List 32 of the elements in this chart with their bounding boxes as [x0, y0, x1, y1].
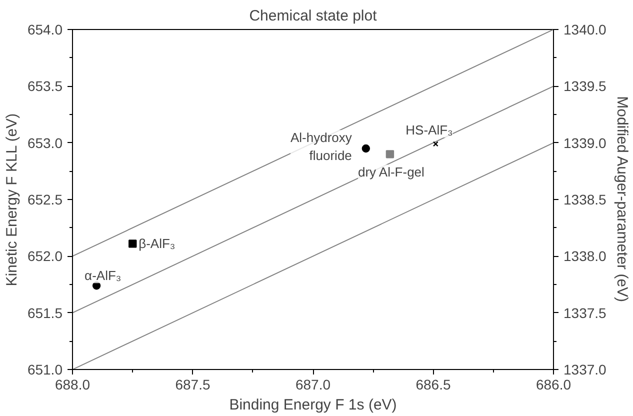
y-tick-label: 653.5 [27, 78, 63, 94]
series-label: dry Al-F-gel [358, 164, 425, 180]
y-tick-label: 652.0 [27, 248, 63, 264]
x-tick-label: 686.5 [416, 376, 451, 392]
x-tick-label: 687.5 [175, 376, 210, 392]
y-tick-label: 654.0 [27, 22, 63, 38]
x-axis-title: Binding Energy F 1s (eV) [229, 396, 397, 414]
x-tick-label: 686.0 [536, 376, 572, 392]
y2-tick-label: 1337.5 [564, 304, 607, 321]
chart-title: Chemical state plot [249, 8, 378, 24]
y2-tick-label: 1338.0 [564, 248, 607, 264]
x-tick-label: 687.0 [295, 376, 331, 392]
y2-tick-label: 1339.0 [564, 134, 607, 151]
series-label: HS-AlF₃ [406, 122, 453, 138]
y2-tick-label: 1339.5 [564, 78, 607, 94]
series-label: α-AlF₃ [84, 268, 122, 284]
y-tick-label: 651.0 [27, 362, 63, 378]
y2-tick-label: 1337.0 [564, 362, 607, 378]
y2-axis-title: Modified Auger-parameter (eV) [613, 96, 630, 302]
series-label: β-AlF₃ [138, 236, 176, 252]
point [128, 240, 137, 248]
y2-tick-label: 1338.5 [564, 192, 607, 208]
point [386, 150, 394, 158]
point [362, 144, 370, 153]
y-axis-title: Kinetic Energy F KLL (eV) [3, 113, 20, 286]
y2-tick-label: 1340.0 [564, 22, 607, 38]
series-label: Al-hydroxy fluoride [290, 130, 352, 163]
point [432, 141, 438, 147]
x-tick-label: 688.0 [54, 376, 90, 392]
y-tick-label: 653.0 [27, 134, 63, 151]
y-tick-label: 652.5 [27, 192, 63, 208]
y-tick-label: 651.5 [27, 304, 63, 321]
